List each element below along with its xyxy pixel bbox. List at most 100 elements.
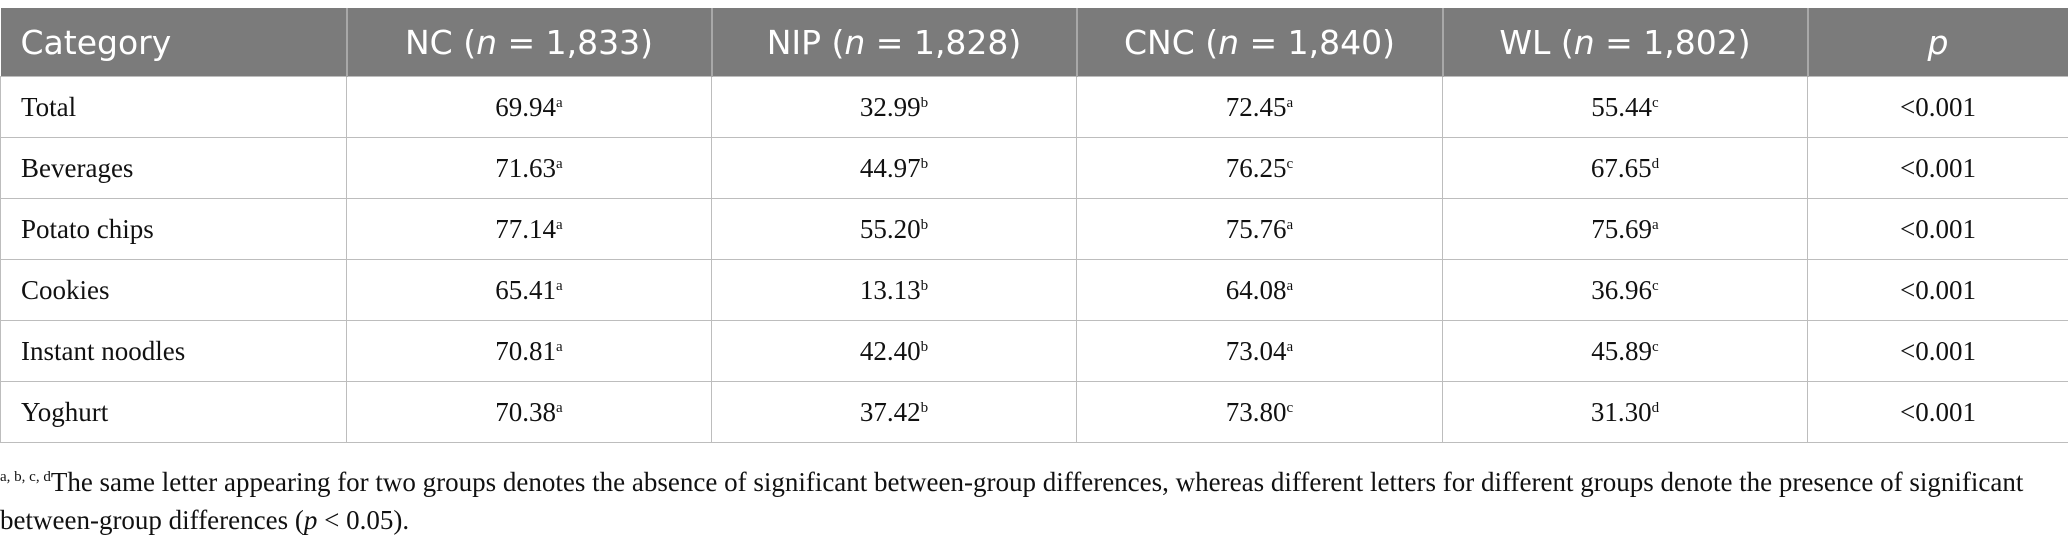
value-cell: 75.69a <box>1442 198 1808 260</box>
table-row: Total 69.94a 32.99b 72.45a 55.44c <0.001 <box>0 76 2068 138</box>
significance-letter: a <box>1286 277 1294 294</box>
category-cell: Instant noodles <box>0 320 347 382</box>
significance-letter: a <box>556 338 563 355</box>
results-table: Category NC (n = 1,833) NIP (n = 1,828) CNC… <box>0 8 2068 443</box>
significance-letter: a <box>1652 216 1659 233</box>
header-cell: CNC (n = 1,840) <box>1076 8 1444 77</box>
value-cell: 71.63a <box>346 137 712 199</box>
value: 45.89 <box>1591 335 1653 366</box>
significance-letter: c <box>1286 399 1294 416</box>
value: 44.97 <box>859 152 921 183</box>
header-text: n <box>476 22 498 62</box>
category-cell: Yoghurt <box>0 381 347 443</box>
header-cell: Category <box>0 8 348 77</box>
significance-letter: b <box>920 216 929 233</box>
value: 32.99 <box>859 91 921 122</box>
table-row: Beverages 71.63a 44.97b 76.25c 67.65d <0.001 <box>0 137 2068 199</box>
footnote-text: The same letter appearing for two groups… <box>0 467 2024 535</box>
table-row: Potato chips 77.14a 55.20b 75.76a 75.69a <0.0… <box>0 198 2068 260</box>
value: 71.63 <box>495 152 557 183</box>
header-cell: WL (n = 1,802) <box>1442 8 1809 77</box>
header-cell: NIP (n = 1,828) <box>711 8 1078 77</box>
value-cell: 45.89c <box>1442 320 1808 382</box>
value-cell: 77.14a <box>346 198 712 260</box>
value-cell: 13.13b <box>711 259 1077 321</box>
value-cell: 72.45a <box>1076 76 1443 138</box>
header-row: Category NC (n = 1,833) NIP (n = 1,828) CNC… <box>0 8 2068 77</box>
significance-letter: a <box>1286 94 1294 111</box>
value-cell: 73.04a <box>1076 320 1443 382</box>
significance-letter: a <box>556 216 563 233</box>
value: 64.08 <box>1225 274 1287 305</box>
significance-letter: c <box>1652 277 1659 294</box>
significance-letter: c <box>1286 155 1294 172</box>
significance-letter: a <box>556 155 563 172</box>
significance-letter: d <box>1651 155 1660 172</box>
value-cell: 31.30d <box>1442 381 1808 443</box>
significance-letter: a <box>556 399 563 416</box>
value-cell: 36.96c <box>1442 259 1808 321</box>
p-value-cell: <0.001 <box>1807 137 2068 199</box>
header-text: n <box>1573 22 1595 62</box>
header-text: NIP ( <box>766 22 845 62</box>
value: 77.14 <box>495 213 557 244</box>
header-cell: p <box>1807 8 2068 77</box>
footnote-italic: p <box>303 505 318 535</box>
value: 55.44 <box>1591 91 1653 122</box>
significance-letter: b <box>920 399 929 416</box>
value-cell: 70.81a <box>346 320 712 382</box>
value-cell: 55.44c <box>1442 76 1808 138</box>
significance-letter: b <box>920 155 929 172</box>
significance-letter: b <box>920 338 929 355</box>
header-text: n <box>844 22 866 62</box>
value: 42.40 <box>859 335 921 366</box>
table-body: Total 69.94a 32.99b 72.45a 55.44c <0.001 Bever… <box>0 76 2068 443</box>
value: 73.80 <box>1225 396 1287 427</box>
value: 69.94 <box>495 91 557 122</box>
value-cell: 75.76a <box>1076 198 1443 260</box>
value: 36.96 <box>1591 274 1653 305</box>
value: 75.69 <box>1591 213 1653 244</box>
value: 65.41 <box>495 274 557 305</box>
category-cell: Cookies <box>0 259 347 321</box>
significance-letter: a <box>556 277 563 294</box>
table-row: Yoghurt 70.38a 37.42b 73.80c 31.30d <0.001 <box>0 381 2068 443</box>
value-cell: 73.80c <box>1076 381 1443 443</box>
value: 13.13 <box>859 274 921 305</box>
value-cell: 37.42b <box>711 381 1077 443</box>
footnote-text: < 0.05). <box>317 505 410 535</box>
value: 37.42 <box>859 396 921 427</box>
header-text: p <box>1927 22 1949 62</box>
value-cell: 42.40b <box>711 320 1077 382</box>
value-cell: 32.99b <box>711 76 1077 138</box>
header-cell: NC (n = 1,833) <box>346 8 713 77</box>
significance-letter: b <box>920 277 929 294</box>
header-text: NC ( <box>405 22 477 62</box>
value: 70.81 <box>495 335 557 366</box>
significance-letter: c <box>1652 338 1659 355</box>
significance-letter: b <box>920 94 929 111</box>
value-cell: 70.38a <box>346 381 712 443</box>
value: 73.04 <box>1225 335 1287 366</box>
value-cell: 76.25c <box>1076 137 1443 199</box>
value-cell: 44.97b <box>711 137 1077 199</box>
p-value-cell: <0.001 <box>1807 76 2068 138</box>
significance-letter: a <box>1286 216 1294 233</box>
header-text: = 1,833) <box>497 22 654 62</box>
value: 75.76 <box>1225 213 1287 244</box>
table-row: Cookies 65.41a 13.13b 64.08a 36.96c <0.001 <box>0 259 2068 321</box>
value: 55.20 <box>859 213 921 244</box>
value: 76.25 <box>1225 152 1287 183</box>
header-text: Category <box>20 22 172 62</box>
p-value-cell: <0.001 <box>1807 381 2068 443</box>
significance-letter: d <box>1651 399 1660 416</box>
significance-letter: a <box>556 94 563 111</box>
value-cell: 55.20b <box>711 198 1077 260</box>
value-cell: 67.65d <box>1442 137 1808 199</box>
header-text: = 1,840) <box>1239 22 1396 62</box>
header-text: = 1,802) <box>1594 22 1751 62</box>
value-cell: 65.41a <box>346 259 712 321</box>
category-cell: Total <box>0 76 347 138</box>
header-text: WL ( <box>1499 22 1574 62</box>
